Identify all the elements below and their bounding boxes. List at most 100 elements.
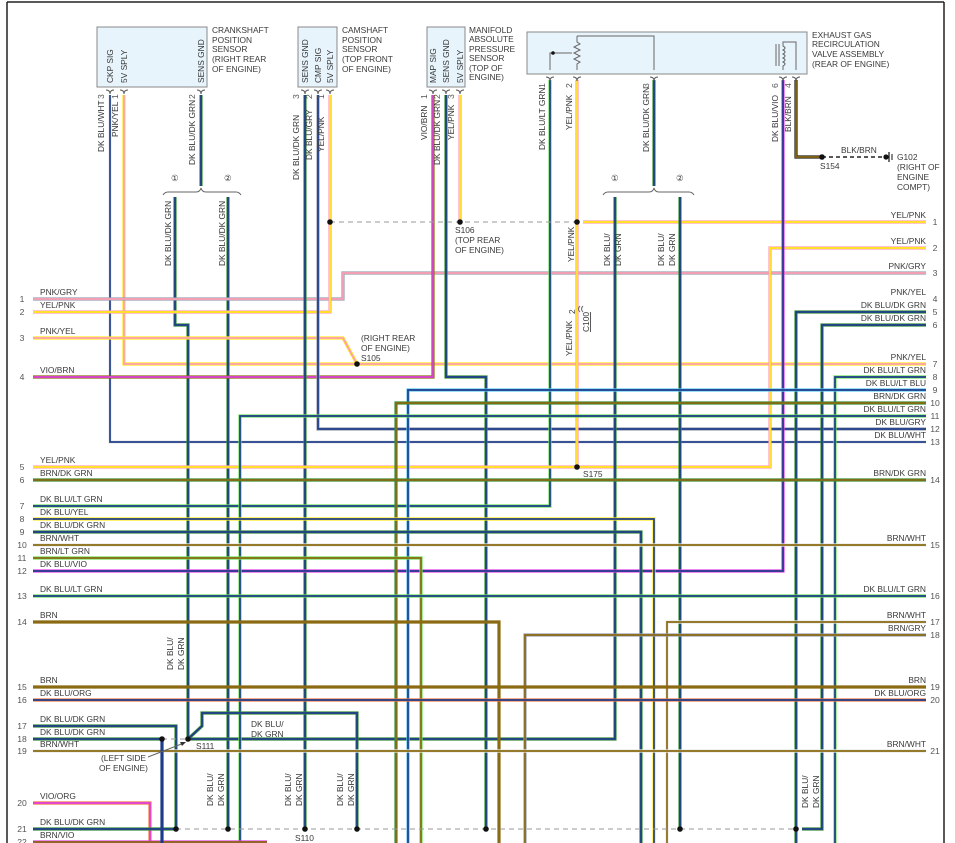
pin-crankshaft-2[interactable]: SENS GND 2DK BLU/DK GRN [187, 39, 206, 165]
right-connector-pin-18[interactable]: 18 BRN/GRY [888, 623, 940, 640]
pin-wire-label: DK BLU/LT GRN [537, 87, 547, 150]
left-connector-pin-4[interactable]: 4 VIO/BRN [20, 365, 75, 382]
left-connector-pin-3[interactable]: 3 PNK/YEL [20, 326, 76, 343]
splice-dot [354, 361, 360, 367]
left-connector: 1 PNK/GRY 2 YEL/PNK 3 PNK/YEL 4 VIO/BRN 5 YEL/PNK… [17, 287, 105, 843]
right-connector-pin-11[interactable]: 11 DK BLU/LT GRN [863, 404, 939, 421]
pin-map-3[interactable]: 5V SPLY 3 YEL/PNK [446, 49, 465, 140]
left-connector-pin-19[interactable]: 19 BRN/WHT [17, 739, 79, 756]
pin-number: 11 [18, 553, 27, 563]
blk-brn-label: BLK/BRN [841, 145, 877, 155]
s106-location: (TOP REAR [455, 235, 500, 245]
right-connector-pin-14[interactable]: 14 BRN/DK GRN [873, 468, 940, 485]
pin-wire-label: BLK/BRN [783, 96, 793, 132]
g102-location: COMPT) [897, 182, 930, 192]
left-connector-pin-13[interactable]: 13 DK BLU/LT GRN [17, 584, 102, 601]
dk-blu-dk-grn-wire [444, 95, 488, 829]
left-connector-pin-7[interactable]: 7 DK BLU/LT GRN [20, 494, 103, 511]
map-sensor[interactable]: MANIFOLD ABSOLUTE PRESSURE SENSOR (TOP O… [426, 25, 515, 88]
right-connector-pin-21[interactable]: 21 BRN/WHT [887, 739, 940, 756]
c100-label: C100 [581, 312, 591, 332]
pin-number: 10 [930, 398, 940, 408]
left-connector-pin-6[interactable]: 6 BRN/DK GRN [20, 468, 93, 485]
pin-egr-6[interactable]: 6 DK BLU/VIO [770, 76, 788, 142]
right-connector-pin-1[interactable]: 1 YEL/PNK [891, 210, 938, 227]
left-connector-pin-21[interactable]: 21 DK BLU/DK GRN [17, 817, 105, 834]
left-connector-pin-9[interactable]: 9 DK BLU/DK GRN [20, 520, 106, 537]
left-connector-pin-12[interactable]: 12 DK BLU/VIO [17, 559, 87, 576]
pin-number: 2 [304, 94, 314, 99]
right-connector-pin-10[interactable]: 10 BRN/DK GRN [873, 391, 940, 408]
right-connector-pin-9[interactable]: 9 DK BLU/LT BLU [866, 378, 938, 395]
pin-camshaft-2[interactable]: CMP SIG 2 DK BLU/GRY [304, 48, 323, 160]
left-connector-pin-20[interactable]: 20 VIO/ORG [17, 791, 76, 808]
pin-number: 2 [564, 83, 574, 88]
wire-label: DK BLU/DK GRN [283, 773, 304, 806]
brn-lt-grn-wire [33, 556, 423, 843]
right-connector-pin-12[interactable]: 12 DK BLU/GRY [875, 417, 940, 434]
wire-label: VIO/ORG [40, 791, 76, 801]
left-connector-pin-17[interactable]: 17 DK BLU/DK GRN [17, 714, 105, 731]
left-connector-pin-8[interactable]: 8 DK BLU/YEL [20, 507, 89, 524]
right-connector-pin-7[interactable]: 7 PNK/YEL [891, 352, 938, 369]
wire-label-line: DK GRN [346, 773, 356, 806]
left-connector-pin-2[interactable]: 2 YEL/PNK [20, 300, 76, 317]
left-connector-pin-16[interactable]: 16 DK BLU/ORG [17, 688, 91, 705]
pin-map-2[interactable]: SENS GND 2DK BLU/DK GRN [432, 39, 451, 165]
sensor-title: SENSOR [212, 44, 247, 54]
right-connector-pin-5[interactable]: 5 DK BLU/DK GRN [861, 300, 938, 317]
potentiometer-icon [549, 35, 655, 70]
wire-label: BRN/LT GRN [40, 546, 90, 556]
pin-name: SENS GND [196, 39, 206, 83]
pin-camshaft-1[interactable]: 5V SPLY 1 YEL/PNK [316, 49, 335, 152]
left-connector-pin-11[interactable]: 11 BRN/LT GRN [18, 546, 90, 563]
left-connector-pin-1[interactable]: 1 PNK/GRY [20, 287, 78, 304]
right-connector: 1 YEL/PNK 2 YEL/PNK 3 PNK/GRY 4 PNK/YEL 5 DK BLU/… [861, 210, 940, 756]
right-connector-pin-16[interactable]: 16 DK BLU/LT GRN [863, 584, 940, 601]
pin-number: 12 [930, 424, 940, 434]
wire-label: DK BLU/DK GRN [40, 817, 105, 827]
left-connector-pin-5[interactable]: 5 YEL/PNK [20, 455, 76, 472]
brn-gry-wire [523, 633, 926, 843]
right-connector-pin-17[interactable]: 17 BRN/WHT [887, 610, 940, 627]
right-connector-pin-3[interactable]: 3 PNK/GRY [888, 261, 937, 278]
dk-blu-dk-grn-wire [802, 323, 926, 831]
pin-egr-2[interactable]: 2 YEL/PNK [564, 76, 582, 130]
right-connector-pin-20[interactable]: 20 DK BLU/ORG [874, 688, 940, 705]
left-connector-pin-18[interactable]: 18 DK BLU/DK GRN [17, 727, 105, 744]
sensor-title: (TOP OF [469, 63, 503, 73]
pin-camshaft-3[interactable]: SENS GND 3 DK BLU/DK GRN [291, 39, 310, 180]
g102-location: (RIGHT OF [897, 162, 940, 172]
left-connector-pin-22[interactable]: 22 BRN/VIO [17, 830, 75, 843]
pin-number: 10 [17, 540, 27, 550]
pin-wire-label: YEL/PNK [316, 116, 326, 152]
wire-label-line: DK GRN [613, 233, 623, 266]
pin-number: 2 [933, 243, 938, 253]
right-connector-pin-13[interactable]: 13 DK BLU/WHT [874, 430, 940, 447]
right-connector-pin-6[interactable]: 6 DK BLU/DK GRN [861, 313, 938, 330]
pin-crankshaft-1[interactable]: 5V SPLY 1 PNK/YEL [110, 49, 129, 137]
wire-label: DK BLU/YEL [40, 507, 89, 517]
left-connector-pin-10[interactable]: 10 BRN/WHT [17, 533, 79, 550]
crankshaft-position-sensor[interactable]: CRANKSHAFT POSITION SENSOR (RIGHT REAR O… [96, 25, 269, 88]
right-connector-pin-19[interactable]: 19 BRN [908, 675, 940, 692]
splice-dots [159, 154, 825, 832]
pin-egr-4[interactable]: 4 BLK/BRN [783, 76, 801, 132]
left-connector-pin-14[interactable]: 14 BRN [17, 610, 57, 627]
left-connector-pin-15[interactable]: 15 BRN [17, 675, 57, 692]
right-connector-pin-8[interactable]: 8 DK BLU/LT GRN [863, 365, 937, 382]
pin-egr-3[interactable]: 3DK BLU/DK GRN [641, 76, 659, 152]
pin-number: 16 [930, 591, 940, 601]
camshaft-position-sensor[interactable]: CAMSHAFT POSITION SENSOR (TOP FRONT OF E… [297, 25, 393, 88]
right-connector-pin-15[interactable]: 15 BRN/WHT [887, 533, 940, 550]
branch-mark-1: ① [611, 173, 619, 183]
pin-map-1[interactable]: MAP SIG 1 VIO/BRN [419, 48, 438, 140]
pin-crankshaft-3[interactable]: CKP SIG 3DK BLU/WHT [96, 49, 115, 152]
pin-number: 1 [419, 94, 429, 99]
right-connector-pin-4[interactable]: 4 PNK/YEL [891, 287, 938, 304]
wire-label: DK BLU/DK GRN [40, 520, 105, 530]
splice-dot [327, 219, 333, 225]
right-connector-pin-2[interactable]: 2 YEL/PNK [891, 236, 938, 253]
egr-valve-assembly[interactable]: EXHAUST GAS RECIRCULATION VALVE ASSEMBLY… [526, 30, 889, 75]
pin-egr-1[interactable]: 1DK BLU/LT GRN [537, 76, 555, 150]
